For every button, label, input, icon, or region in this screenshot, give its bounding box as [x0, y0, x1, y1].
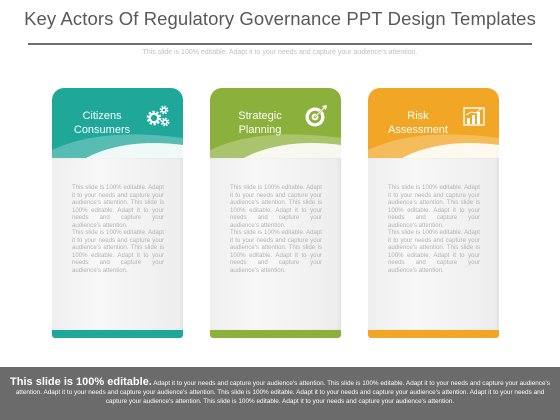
title-divider	[28, 43, 532, 45]
card-label: Citizens Consumers	[73, 110, 131, 136]
footer-text: This slide is 100% editable. Adapt it to…	[10, 376, 550, 407]
header-wave	[368, 134, 499, 158]
footer-lead: This slide is 100% editable.	[10, 376, 152, 388]
footer-body: Adapt it to your needs and capture your …	[15, 380, 550, 406]
card-header: Citizens Consumers	[52, 88, 183, 158]
header-wave	[210, 134, 341, 158]
card-strategic-planning: Strategic Planning This slide is 100% ed…	[210, 88, 341, 340]
card-body-text: This slide is 100% editable. Adapt it to…	[230, 184, 322, 275]
card-body: This slide is 100% editable. Adapt it to…	[210, 158, 341, 330]
card-footer-strip	[210, 330, 341, 338]
slide-title: Key Actors Of Regulatory Governance PPT …	[24, 8, 536, 29]
card-footer-strip	[368, 330, 499, 338]
card-label: Risk Assessment	[388, 110, 448, 136]
card-citizens-consumers: Citizens Consumers This slide is 100% ed…	[52, 88, 183, 340]
card-body: This slide is 100% editable. Adapt it to…	[368, 158, 499, 330]
card-body: This slide is 100% editable. Adapt it to…	[52, 158, 183, 330]
target-icon	[305, 105, 327, 127]
card-footer-strip	[52, 330, 183, 338]
bar-chart-icon	[463, 107, 485, 126]
card-body-text: This slide is 100% editable. Adapt it to…	[388, 184, 480, 275]
card-risk-assessment: Risk Assessment This slide is 100% edita…	[368, 88, 499, 340]
gears-icon	[146, 105, 170, 127]
card-body-text: This slide is 100% editable. Adapt it to…	[72, 184, 164, 275]
card-label: Strategic Planning	[238, 110, 282, 136]
header-wave	[52, 134, 183, 158]
card-header: Risk Assessment	[368, 88, 499, 158]
footer-band	[0, 367, 560, 420]
card-header: Strategic Planning	[210, 88, 341, 158]
slide-subtitle: This slide is 100% editable. Adapt it to…	[142, 49, 418, 56]
